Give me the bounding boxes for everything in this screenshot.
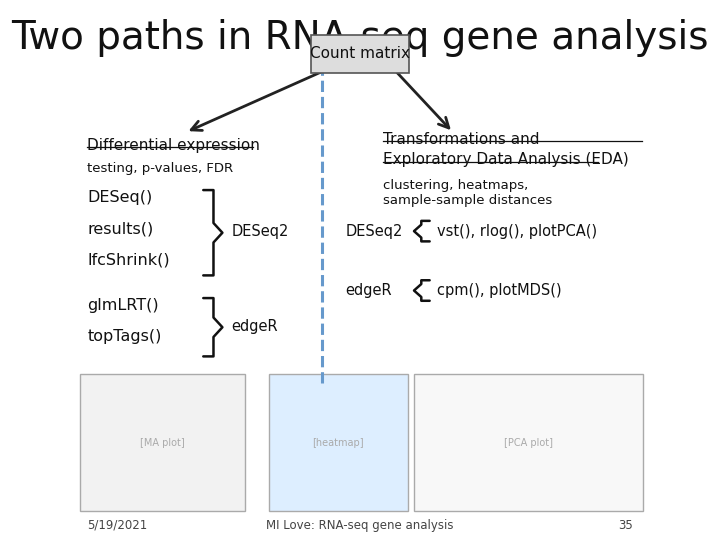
Text: DESeq2: DESeq2 xyxy=(346,224,403,239)
Text: MI Love: RNA-seq gene analysis: MI Love: RNA-seq gene analysis xyxy=(266,519,454,532)
Text: glmLRT(): glmLRT() xyxy=(87,298,159,313)
Text: Two paths in RNA-seq gene analysis: Two paths in RNA-seq gene analysis xyxy=(12,19,708,57)
Text: Transformations and: Transformations and xyxy=(383,132,540,147)
Text: Exploratory Data Analysis (EDA): Exploratory Data Analysis (EDA) xyxy=(383,152,629,167)
Text: edgeR: edgeR xyxy=(231,319,278,334)
Text: clustering, heatmaps,
sample-sample distances: clustering, heatmaps, sample-sample dist… xyxy=(383,179,552,207)
Text: vst(), rlog(), plotPCA(): vst(), rlog(), plotPCA() xyxy=(436,224,597,239)
Text: cpm(), plotMDS(): cpm(), plotMDS() xyxy=(436,283,562,298)
Text: topTags(): topTags() xyxy=(87,329,161,345)
Text: [PCA plot]: [PCA plot] xyxy=(504,438,553,448)
Text: Differential expression: Differential expression xyxy=(87,138,260,153)
Text: 35: 35 xyxy=(618,519,633,532)
FancyBboxPatch shape xyxy=(269,374,408,511)
Text: edgeR: edgeR xyxy=(346,283,392,298)
Text: DESeq(): DESeq() xyxy=(87,190,153,205)
FancyBboxPatch shape xyxy=(80,374,245,511)
Text: DESeq2: DESeq2 xyxy=(231,224,289,239)
FancyBboxPatch shape xyxy=(310,35,410,73)
Text: testing, p-values, FDR: testing, p-values, FDR xyxy=(87,162,233,175)
Text: [MA plot]: [MA plot] xyxy=(140,438,185,448)
Text: [heatmap]: [heatmap] xyxy=(312,438,364,448)
Text: 5/19/2021: 5/19/2021 xyxy=(87,519,148,532)
Text: lfcShrink(): lfcShrink() xyxy=(87,253,170,268)
Text: Count matrix: Count matrix xyxy=(310,46,410,62)
Text: results(): results() xyxy=(87,221,153,237)
FancyBboxPatch shape xyxy=(414,374,643,511)
